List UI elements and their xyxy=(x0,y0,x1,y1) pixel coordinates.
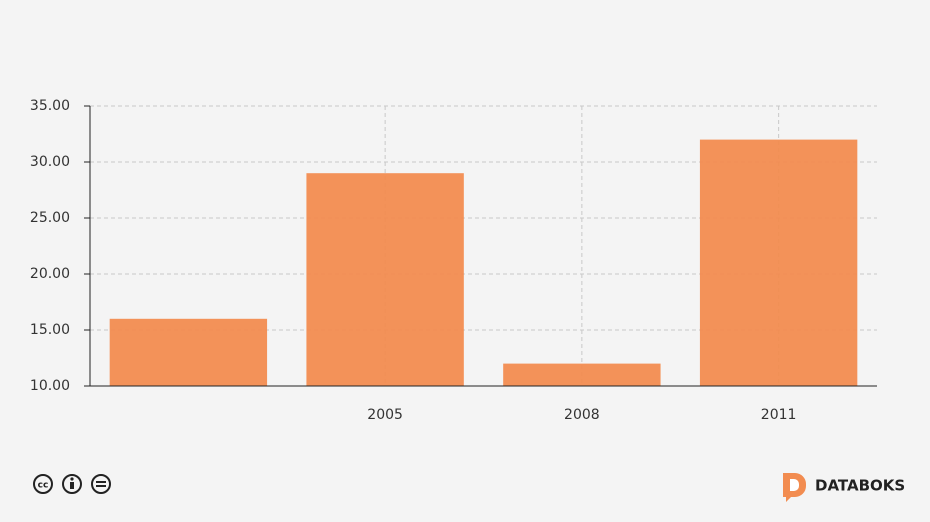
y-tick-label: 20.00 xyxy=(30,266,70,282)
license-icons: cc xyxy=(33,474,111,494)
y-tick-label: 10.00 xyxy=(30,378,70,394)
bar xyxy=(699,139,858,386)
bar xyxy=(503,363,661,386)
svg-text:cc: cc xyxy=(38,481,49,491)
x-tick-label: 2005 xyxy=(367,407,403,423)
brand-logo-inner xyxy=(790,479,799,491)
brand-name: DATABOKS xyxy=(815,477,905,495)
y-tick-label: 15.00 xyxy=(30,322,70,338)
y-tick-label: 25.00 xyxy=(30,210,70,226)
x-tick-label: 2011 xyxy=(761,407,797,423)
y-tick-label: 30.00 xyxy=(30,154,70,170)
x-tick-label: 2008 xyxy=(564,407,600,423)
bar xyxy=(109,318,268,386)
y-tick-label: 35.00 xyxy=(30,98,70,114)
bar xyxy=(306,173,464,386)
